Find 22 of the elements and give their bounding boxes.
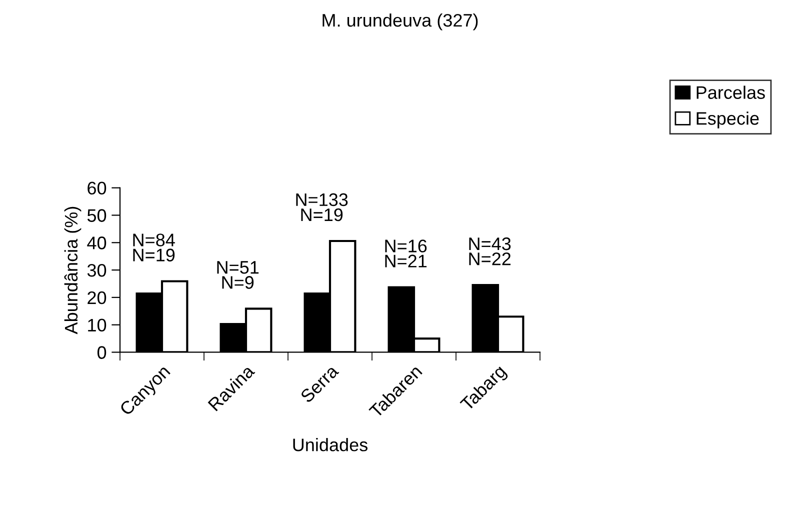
annotation: N=21 <box>385 254 427 268</box>
annotation: N=133 <box>296 193 348 206</box>
annotation: N=84 <box>133 234 175 246</box>
y-axis-title: Abundância (%) <box>64 206 82 334</box>
annotation: N=51 <box>217 261 259 274</box>
y-tick-label: 50 <box>87 209 106 222</box>
y-tick-label: 30 <box>87 264 106 277</box>
y-tick-label: 10 <box>88 318 106 332</box>
annotation: N=19 <box>133 248 175 262</box>
annotation: N=16 <box>385 240 427 252</box>
legend-label: Especie <box>696 112 759 128</box>
y-tick-label: 40 <box>87 236 106 250</box>
annotation: N=43 <box>469 237 511 250</box>
annotation: N=9 <box>222 276 254 289</box>
y-tick-label: 60 <box>88 182 106 195</box>
y-tick-label: 0 <box>97 346 106 359</box>
annotation: N=19 <box>301 208 343 222</box>
legend-label: Parcelas <box>696 86 765 99</box>
x-axis-title: Unidades <box>293 438 368 452</box>
y-tick-label: 20 <box>88 291 106 304</box>
chart-title: M. urundeuva (327) <box>322 13 478 30</box>
annotation: N=22 <box>469 252 511 266</box>
